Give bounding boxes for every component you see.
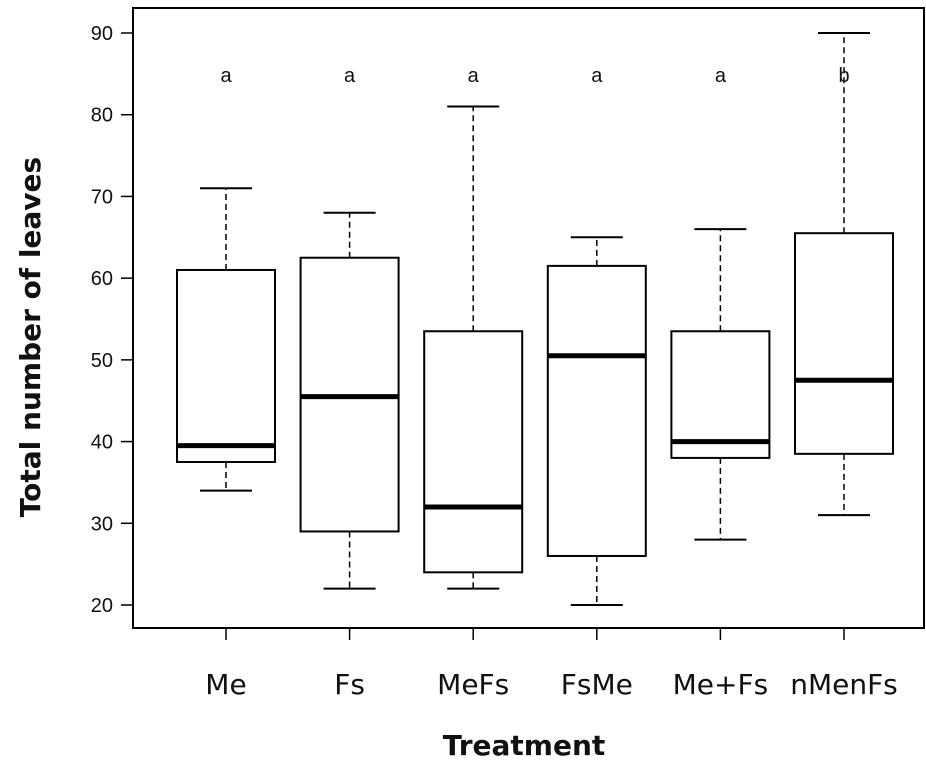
plot-frame bbox=[132, 7, 925, 629]
box-1 bbox=[299, 211, 400, 590]
x-tick-label-2: MeFs bbox=[437, 668, 509, 701]
iqr-box-2 bbox=[423, 330, 524, 574]
letter-3: a bbox=[591, 65, 603, 87]
x-axis-title: Treatment bbox=[443, 729, 606, 762]
y-axis-title: Total number of leaves bbox=[14, 157, 47, 517]
x-tick-label-3: FsMe bbox=[561, 668, 633, 701]
letter-4: a bbox=[715, 65, 727, 87]
y-tick-label-80: 80 bbox=[91, 105, 113, 127]
y-tick-label-70: 70 bbox=[91, 186, 113, 208]
letter-5: b bbox=[838, 65, 849, 87]
y-tick-label-50: 50 bbox=[91, 350, 113, 372]
iqr-box-5 bbox=[794, 232, 894, 455]
letter-1: a bbox=[344, 65, 356, 87]
box-0 bbox=[176, 187, 276, 492]
y-tick-label-90: 90 bbox=[91, 23, 113, 45]
x-tick-label-4: Me+Fs bbox=[673, 668, 769, 701]
letter-2: a bbox=[468, 65, 480, 87]
iqr-box-4 bbox=[670, 330, 771, 459]
y-tick-label-40: 40 bbox=[91, 432, 113, 454]
box-4 bbox=[670, 228, 771, 541]
box-2 bbox=[423, 105, 524, 590]
iqr-box-0 bbox=[176, 268, 276, 463]
iqr-box-3 bbox=[546, 264, 647, 557]
x-tick-label-5: nMenFs bbox=[790, 668, 898, 701]
x-axis: Me Fs MeFs FsMe Me+Fs nMenFs bbox=[205, 628, 898, 701]
y-axis: 20 30 40 50 60 70 80 90 bbox=[91, 23, 133, 617]
y-tick-label-60: 60 bbox=[91, 268, 113, 290]
y-tick-label-20: 20 bbox=[91, 595, 113, 617]
letter-0: a bbox=[220, 65, 232, 87]
x-tick-label-1: Fs bbox=[334, 668, 365, 701]
x-tick-label-0: Me bbox=[205, 668, 246, 701]
boxes bbox=[176, 32, 894, 606]
box-3 bbox=[546, 236, 647, 606]
box-5 bbox=[794, 32, 894, 517]
y-tick-label-30: 30 bbox=[91, 513, 113, 535]
